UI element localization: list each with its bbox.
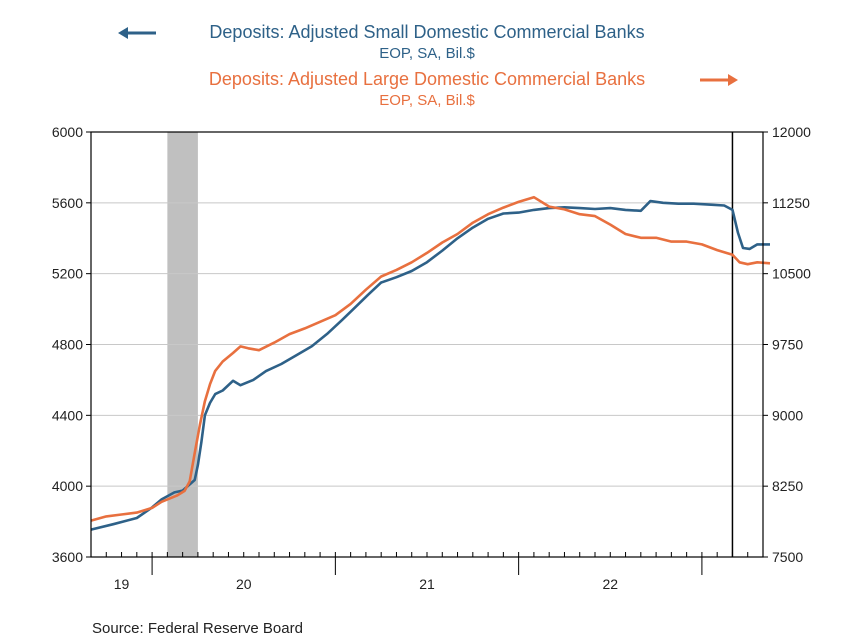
- x-axis-year-label: 21: [419, 576, 435, 592]
- legend-large-title: Deposits: Adjusted Large Domestic Commer…: [209, 69, 645, 89]
- legend: Deposits: Adjusted Small Domestic Commer…: [118, 22, 738, 109]
- plot-area: 6000 5600 5200 4800 4400 4000 3600 12000 11250 10…: [52, 124, 811, 592]
- left-axis-tick-label: 4400: [52, 407, 83, 423]
- x-axis-year-label: 22: [602, 576, 618, 592]
- legend-large-subtitle: EOP, SA, Bil.$: [379, 92, 475, 109]
- left-axis-tick-label: 5600: [52, 195, 83, 211]
- right-arrow-icon: [728, 74, 738, 86]
- right-axis-tick-label: 8250: [772, 478, 803, 494]
- legend-large: Deposits: Adjusted Large Domestic Commer…: [209, 69, 738, 109]
- left-axis-tick-label: 4800: [52, 337, 83, 353]
- x-axis-year-label: 20: [236, 576, 252, 592]
- left-axis-tick-label: 6000: [52, 124, 83, 140]
- left-axis-tick-label: 4000: [52, 478, 83, 494]
- series-line-large: [90, 195, 771, 522]
- legend-small-title: Deposits: Adjusted Small Domestic Commer…: [209, 22, 644, 42]
- left-axis-tick-label: 3600: [52, 549, 83, 565]
- right-axis-tick-label: 12000: [772, 124, 811, 140]
- right-axis-tick-label: 10500: [772, 266, 811, 282]
- legend-small-subtitle: EOP, SA, Bil.$: [379, 45, 475, 62]
- left-axis-tick-label: 5200: [52, 266, 83, 282]
- series-line-small: [90, 199, 770, 531]
- left-arrow-icon: [118, 27, 128, 39]
- right-axis-tick-label: 7500: [772, 549, 803, 565]
- right-axis-tick-label: 11250: [772, 195, 810, 211]
- x-axis-year-label: 19: [114, 576, 130, 592]
- legend-small: Deposits: Adjusted Small Domestic Commer…: [118, 22, 645, 62]
- right-axis-tick-label: 9750: [772, 337, 803, 353]
- source-note: Source: Federal Reserve Board: [92, 620, 303, 637]
- right-axis-tick-label: 9000: [772, 407, 803, 423]
